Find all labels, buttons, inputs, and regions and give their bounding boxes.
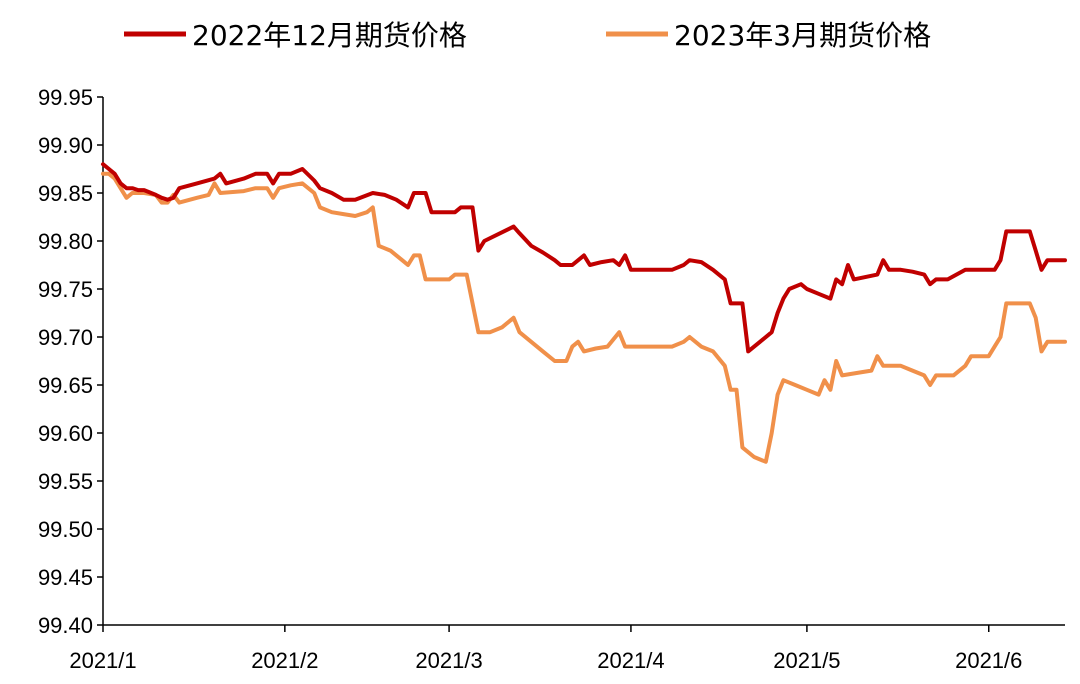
x-tick-label: 2021/4 [597, 648, 664, 673]
y-tick-label: 99.60 [38, 421, 93, 446]
x-axis: 2021/1 2021/2 2021/3 2021/4 2021/5 2021/6 [69, 624, 1065, 673]
x-tick-label: 2021/6 [955, 648, 1022, 673]
x-tick-label: 2021/3 [415, 648, 482, 673]
y-tick-label: 99.90 [38, 133, 93, 158]
legend-label-mar-2023: 2023年3月期货价格 [674, 19, 931, 52]
y-tick-label: 99.85 [38, 181, 93, 206]
legend-item-mar-2023: 2023年3月期货价格 [606, 19, 931, 52]
x-tick-label: 2021/5 [773, 648, 840, 673]
legend-item-dec-2022: 2022年12月期货价格 [124, 19, 467, 52]
y-axis: 99.40 99.45 99.50 99.55 99.60 99.65 99.70 99.75… [38, 85, 104, 638]
x-tick-label: 2021/1 [69, 648, 136, 673]
y-tick-label: 99.65 [38, 373, 93, 398]
x-tick-label: 2021/2 [251, 648, 318, 673]
y-tick-label: 99.55 [38, 469, 93, 494]
y-tick-label: 99.70 [38, 325, 93, 350]
y-tick-label: 99.95 [38, 85, 93, 110]
legend-label-dec-2022: 2022年12月期货价格 [192, 19, 467, 52]
series-line-dec-2022 [101, 162, 1067, 354]
legend: 2022年12月期货价格 2023年3月期货价格 [124, 19, 931, 52]
y-tick-label: 99.40 [38, 613, 93, 638]
series-line-mar-2023 [101, 171, 1067, 464]
y-tick-label: 99.75 [38, 277, 93, 302]
plot-area [101, 162, 1067, 464]
y-tick-label: 99.50 [38, 517, 93, 542]
y-tick-label: 99.45 [38, 565, 93, 590]
y-tick-label: 99.80 [38, 229, 93, 254]
